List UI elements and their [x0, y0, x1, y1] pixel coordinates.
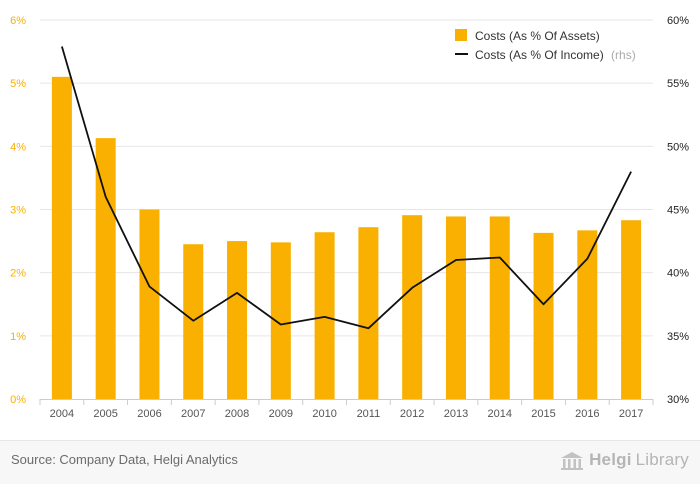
x-tick-label: 2010	[312, 408, 336, 420]
bar	[139, 209, 160, 399]
logo-text-helgi: Helgi	[589, 450, 632, 469]
y-right-tick-label: 30%	[667, 394, 689, 406]
bar	[621, 220, 642, 399]
y-left-tick-label: 0%	[10, 394, 26, 406]
bar	[314, 232, 335, 399]
footer: Source: Company Data, Helgi Analytics He…	[0, 440, 700, 484]
x-tick-label: 2007	[181, 408, 205, 420]
legend-label-line-suffix: (rhs)	[611, 48, 636, 62]
x-tick-label: 2012	[400, 408, 424, 420]
y-right-tick-label: 35%	[667, 331, 689, 343]
bar	[533, 232, 554, 399]
bar	[51, 76, 72, 399]
legend-label-line: Costs (As % Of Income) (rhs)	[475, 48, 636, 62]
y-left-tick-label: 5%	[10, 78, 26, 90]
y-left-tick-label: 3%	[10, 205, 26, 217]
legend-swatch-bar	[455, 29, 467, 41]
legend-label-bar: Costs (As % Of Assets)	[475, 29, 600, 43]
x-tick-label: 2017	[619, 408, 643, 420]
y-right-tick-label: 45%	[667, 205, 689, 217]
bar	[270, 242, 291, 399]
source-note: Source: Company Data, Helgi Analytics	[11, 452, 238, 467]
y-right-tick-label: 40%	[667, 268, 689, 280]
bar-series	[51, 76, 642, 399]
x-tick-label: 2004	[50, 408, 74, 420]
line-path	[61, 46, 632, 330]
x-tick-label: 2014	[488, 408, 512, 420]
y-left-tick-label: 4%	[10, 141, 26, 153]
bar	[95, 138, 116, 399]
bar	[577, 230, 598, 399]
bar	[227, 241, 248, 399]
y-left-tick-label: 2%	[10, 268, 26, 280]
x-tick-label: 2008	[225, 408, 249, 420]
grid	[40, 19, 653, 337]
legend: Costs (As % Of Assets) Costs (As % Of In…	[455, 29, 636, 62]
bar	[445, 216, 466, 399]
y-left-tick-label: 6%	[10, 15, 26, 27]
y-right-tick-label: 50%	[667, 141, 689, 153]
y-right-tick-label: 60%	[667, 15, 689, 27]
legend-label-line-name: Costs (As % Of Income)	[475, 48, 604, 62]
x-tick-label: 2011	[357, 408, 381, 420]
library-building-icon	[561, 452, 584, 470]
x-tick-label: 2009	[269, 408, 293, 420]
logo-text-library: Library	[635, 450, 689, 469]
x-tick-label: 2013	[444, 408, 468, 420]
helgi-library-logo: Helgi Library	[559, 449, 689, 471]
bar	[489, 216, 510, 399]
axes: 0% 1% 2% 3% 4% 5% 6% 30% 35% 40% 45% 50% 55% 60% 2004 2…	[10, 15, 689, 420]
bar	[183, 244, 204, 399]
bar	[358, 227, 379, 399]
x-tick-label: 2015	[531, 408, 555, 420]
bar	[402, 215, 423, 399]
y-right-tick-label: 55%	[667, 78, 689, 90]
x-tick-label: 2016	[575, 408, 599, 420]
x-tick-label: 2005	[93, 408, 117, 420]
x-tick-label: 2006	[137, 408, 161, 420]
y-left-tick-label: 1%	[10, 331, 26, 343]
line-series	[61, 46, 632, 330]
